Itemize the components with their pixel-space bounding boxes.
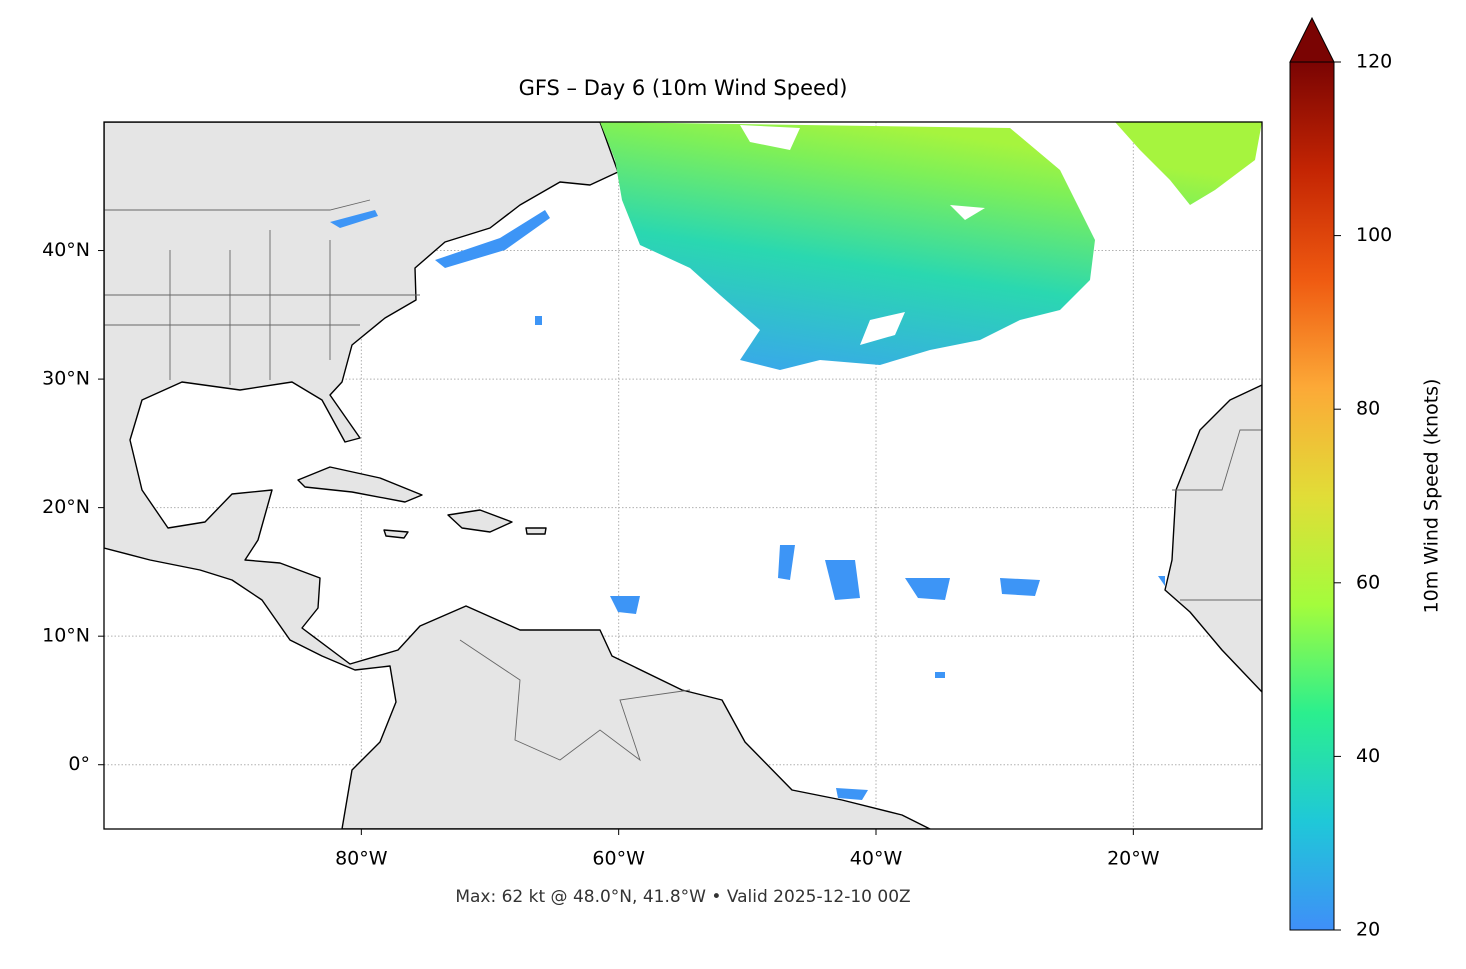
cuba	[297, 466, 423, 503]
map-area	[104, 122, 1262, 829]
colorbar-extend	[1289, 16, 1335, 63]
jamaica	[383, 529, 409, 539]
colorbar-tick-label: 40	[1356, 745, 1380, 767]
map-footer: Max: 62 kt @ 48.0°N, 41.8°W • Valid 2025…	[455, 887, 910, 907]
map-title: GFS – Day 6 (10m Wind Speed)	[519, 76, 848, 100]
map-frame	[103, 121, 1263, 830]
wind-field	[600, 122, 1262, 370]
colorbar-label: 10m Wind Speed (knots)	[1421, 379, 1443, 614]
y-tick-label: 10°N	[42, 625, 90, 647]
africa-borders	[1172, 429, 1262, 601]
africa	[1164, 384, 1262, 693]
us-borders	[104, 199, 420, 385]
colorbar-tick-label: 80	[1356, 398, 1380, 420]
sa-borders	[459, 639, 691, 762]
puerto-rico	[525, 527, 547, 535]
y-tick-label: 40°N	[42, 239, 90, 261]
colorbar-tick-label: 20	[1356, 919, 1380, 941]
colorbar-tick-label: 60	[1356, 571, 1380, 593]
x-tick-label: 80°W	[335, 848, 388, 870]
colorbar-body	[1289, 61, 1335, 931]
colorbar: 10m Wind Speed (knots) 20 40 60 80 100 120	[1289, 16, 1443, 941]
colorbar-tick-label: 120	[1356, 51, 1392, 73]
y-tick-label: 20°N	[42, 496, 90, 518]
americas	[104, 122, 931, 829]
x-tick-label: 20°W	[1107, 848, 1160, 870]
colorbar-tick-label: 100	[1356, 224, 1392, 246]
y-tick-label: 0°	[68, 753, 90, 775]
x-tick-label: 60°W	[592, 848, 645, 870]
y-tick-label: 30°N	[42, 368, 90, 390]
x-tick-label: 40°W	[850, 848, 903, 870]
hispaniola	[447, 509, 513, 533]
